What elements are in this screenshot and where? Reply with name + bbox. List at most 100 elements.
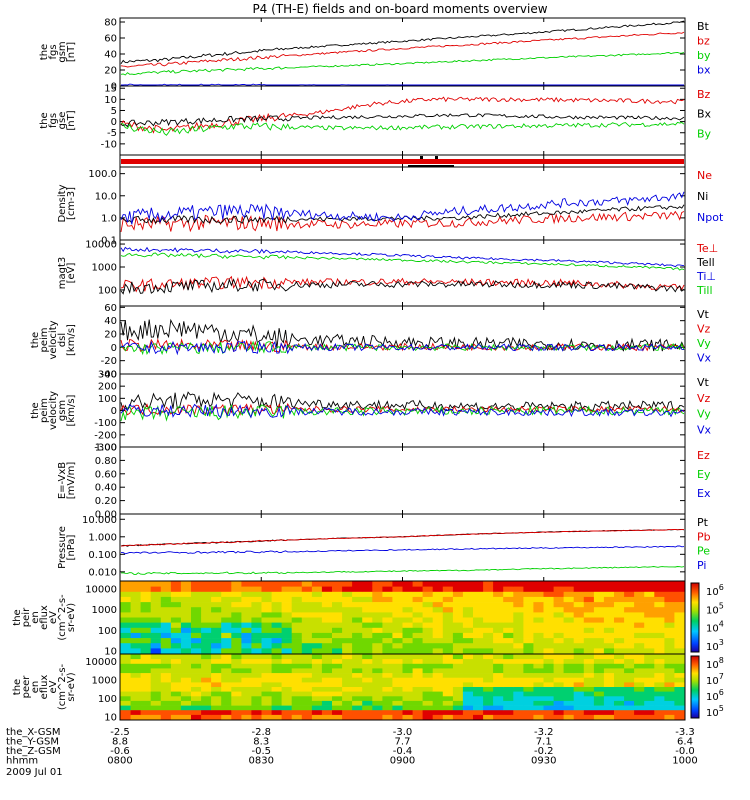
y-axis-label: [mV/m] bbox=[66, 462, 77, 500]
spectrogram-cell bbox=[654, 677, 665, 683]
spectrogram-cell bbox=[422, 586, 434, 593]
spectrogram-cell bbox=[271, 668, 283, 674]
spectrogram-cell bbox=[462, 602, 474, 608]
spectrogram-cell bbox=[422, 705, 434, 711]
spectrogram-cell bbox=[211, 622, 222, 629]
spectrogram-cell bbox=[674, 710, 685, 716]
spectrogram-cell bbox=[583, 673, 595, 679]
legend-bz: bz bbox=[697, 35, 710, 48]
spectrogram-cell bbox=[221, 591, 232, 598]
spectrogram-cell bbox=[362, 607, 373, 613]
spectrogram-cell bbox=[513, 632, 524, 639]
spectrogram-cell bbox=[130, 632, 142, 639]
spectrogram-cell bbox=[442, 654, 454, 660]
series-line-Bx bbox=[120, 113, 685, 128]
spectrogram-cell bbox=[231, 643, 242, 649]
spectrogram-cell bbox=[543, 677, 554, 683]
y-axis-label: the bbox=[12, 609, 23, 625]
spectrogram-cell bbox=[372, 617, 383, 623]
spectrogram-cell bbox=[140, 627, 152, 634]
spectrogram-cell bbox=[523, 596, 534, 603]
spectrogram-cell bbox=[573, 581, 585, 587]
spectrogram-cell bbox=[382, 612, 393, 618]
y-axis-label: Pressure bbox=[57, 526, 68, 569]
spectrogram-cell bbox=[593, 586, 605, 593]
spectrogram-cell bbox=[120, 581, 131, 587]
spectrogram-cell bbox=[311, 638, 323, 644]
spectrogram-cell bbox=[362, 659, 373, 665]
spectrogram-cell bbox=[422, 677, 434, 683]
legend-Ni: Ni bbox=[697, 190, 708, 203]
spectrogram-cell bbox=[150, 710, 162, 716]
spectrogram-cell bbox=[140, 654, 152, 660]
spectrogram-cell bbox=[654, 710, 665, 716]
spectrogram-cell bbox=[180, 638, 192, 644]
spectrogram-cell bbox=[120, 648, 131, 654]
y-tick-label: 100 bbox=[98, 694, 117, 705]
spectrogram-cell bbox=[573, 596, 585, 603]
spectrogram-cell bbox=[301, 627, 313, 634]
spectrogram-cell bbox=[261, 602, 272, 608]
spectrogram-cell bbox=[614, 622, 625, 629]
spectrogram-cell bbox=[382, 705, 393, 711]
spectrogram-cell bbox=[342, 710, 353, 716]
series-line-Bt bbox=[120, 20, 685, 64]
legend-Pi: Pi bbox=[697, 559, 706, 572]
colorbar-gradient bbox=[690, 582, 700, 653]
panel-10: 10100100010000thepeirenefluxeV(cm^2-s-sr… bbox=[12, 580, 724, 657]
spectrogram-cell bbox=[392, 638, 403, 644]
spectrogram-cell bbox=[150, 682, 162, 688]
spectrogram-cell bbox=[180, 710, 192, 716]
y-axis-label: gsm bbox=[57, 41, 68, 62]
spectrogram-cell bbox=[473, 682, 484, 688]
spectrogram-cell bbox=[261, 581, 272, 587]
spectrogram-cell bbox=[533, 607, 544, 613]
spectrogram-cell bbox=[442, 622, 454, 629]
spectrogram-cell bbox=[291, 602, 303, 608]
spectrogram-cell bbox=[291, 682, 303, 688]
spectrogram-cell bbox=[593, 638, 605, 644]
spectrogram-cell bbox=[593, 617, 605, 623]
spectrogram-cell bbox=[634, 687, 645, 692]
spectrogram-cell bbox=[160, 714, 172, 720]
spectrogram-cell bbox=[634, 705, 645, 711]
spectrogram-cell bbox=[170, 668, 182, 674]
spectrogram-cell bbox=[281, 648, 293, 654]
spectrogram-cell bbox=[140, 673, 152, 679]
spectrogram-cell bbox=[150, 643, 162, 649]
spectrogram-cell bbox=[533, 700, 544, 706]
spectrogram-cell bbox=[573, 714, 585, 720]
spectrogram-cell bbox=[523, 627, 534, 634]
spectrogram-cell bbox=[533, 627, 544, 634]
y-axis-label: fgs bbox=[48, 44, 59, 59]
spectrogram-cell bbox=[342, 663, 353, 669]
series-line-bx bbox=[121, 83, 684, 86]
spectrogram-cell bbox=[231, 668, 242, 674]
spectrogram-cell bbox=[432, 700, 444, 706]
spectrogram-cell bbox=[493, 663, 504, 669]
y-tick-label: -20 bbox=[101, 356, 117, 367]
spectrogram-cell bbox=[291, 586, 303, 593]
spectrogram-cell bbox=[624, 654, 635, 660]
spectrogram-cell bbox=[201, 607, 212, 613]
spectrogram-cell bbox=[201, 591, 212, 598]
spectrogram-cell bbox=[130, 581, 142, 587]
y-tick-label: 1000 bbox=[92, 262, 117, 273]
y-tick-label: 1000 bbox=[92, 675, 117, 686]
spectrogram-cell bbox=[372, 581, 383, 587]
spectrogram-cell bbox=[654, 596, 665, 603]
spectrogram-cell bbox=[614, 691, 625, 697]
spectrogram-cell bbox=[654, 668, 665, 674]
spectrogram-cell bbox=[211, 710, 222, 716]
spectrogram-cell bbox=[442, 607, 454, 613]
spectrogram-cell bbox=[120, 622, 131, 629]
spectrogram-cell bbox=[624, 612, 635, 618]
spectrogram-cell bbox=[150, 602, 162, 608]
y-tick-label: 0 bbox=[111, 82, 117, 93]
spectrogram-cell bbox=[402, 677, 413, 683]
spectrogram-cell bbox=[392, 668, 403, 674]
spectrogram-cell bbox=[362, 591, 373, 598]
spectrogram-cell bbox=[301, 687, 313, 692]
spectrogram-cell bbox=[191, 714, 202, 720]
